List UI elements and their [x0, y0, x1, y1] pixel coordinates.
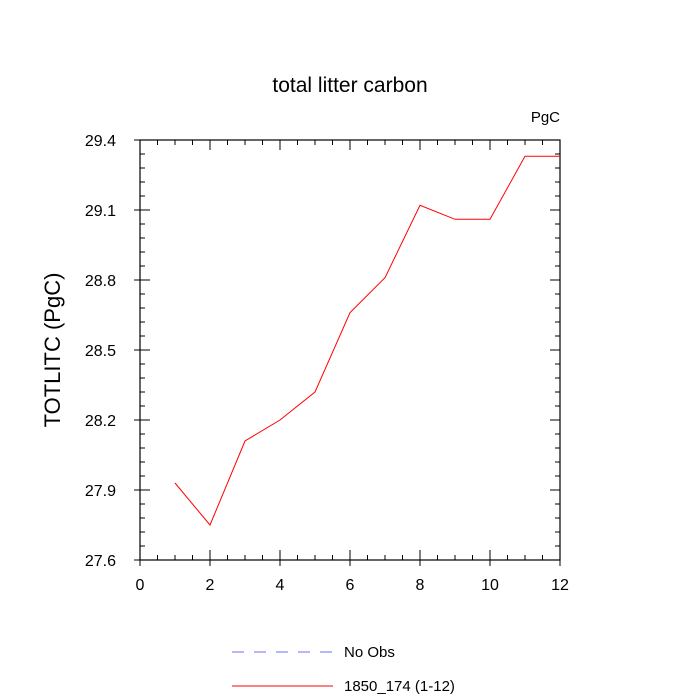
y-tick-label: 28.2	[85, 413, 116, 430]
y-tick-label: 28.5	[85, 343, 116, 360]
y-tick-label: 28.8	[85, 273, 116, 290]
axis-ticks: 0 2 4 6 8 10 12 27.6 27.9 28.2 28.5 28.8 29.1 29.4	[85, 133, 569, 594]
legend-label: No Obs	[344, 644, 395, 661]
x-tick-label: 4	[276, 577, 285, 594]
legend: No Obs 1850_174 (1-12)	[232, 644, 455, 695]
legend-label: 1850_174 (1-12)	[344, 678, 455, 695]
x-tick-label: 6	[346, 577, 355, 594]
x-tick-label: 2	[206, 577, 215, 594]
plot-frame	[139, 139, 561, 561]
y-tick-label: 27.6	[85, 553, 116, 570]
x-tick-label: 10	[481, 577, 499, 594]
x-tick-label: 12	[551, 577, 569, 594]
series-line	[174, 155, 560, 526]
x-tick-label: 8	[416, 577, 425, 594]
y-tick-label: 27.9	[85, 483, 116, 500]
units-label: PgC	[531, 109, 560, 126]
series-layer	[174, 155, 560, 526]
chart-title: total litter carbon	[272, 74, 427, 97]
x-tick-label: 0	[136, 577, 145, 594]
y-tick-label: 29.1	[85, 203, 116, 220]
y-axis-label: TOTLITC (PgC)	[40, 273, 65, 428]
y-tick-label: 29.4	[85, 133, 116, 150]
